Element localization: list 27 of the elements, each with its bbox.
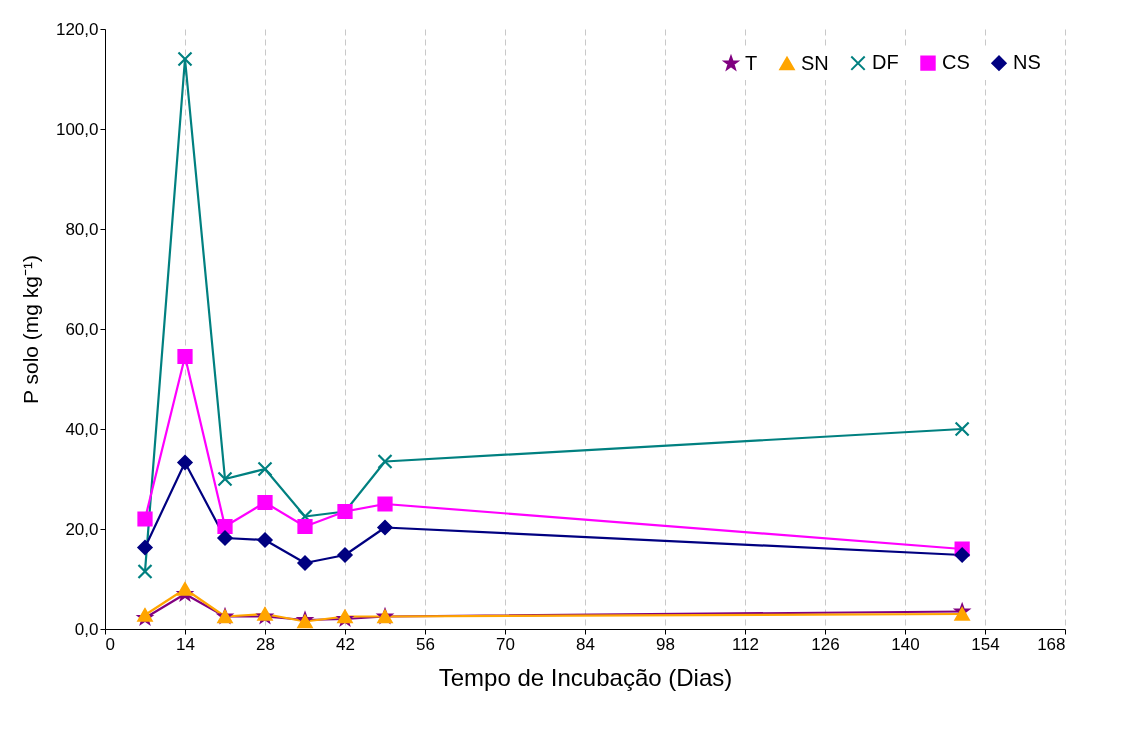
legend-label: CS — [942, 51, 970, 74]
x-tick-label: 140 — [891, 634, 920, 654]
y-tick-label: 0,0 — [74, 619, 99, 639]
x-tick-label: 0 — [105, 634, 115, 654]
x-tick-label: 56 — [416, 634, 435, 654]
x-tick-label: 70 — [496, 634, 515, 654]
x-tick-label: 42 — [336, 634, 355, 654]
x-tick-label: 126 — [811, 634, 840, 654]
y-tick-label: 80,0 — [65, 219, 99, 239]
y-axis-title: P solo (mg kg⁻¹) — [18, 255, 42, 404]
x-tick-label: 168 — [1037, 634, 1066, 654]
x-tick-label: 154 — [971, 634, 1000, 654]
y-tick-label: 120,0 — [55, 19, 99, 39]
x-axis-title: Tempo de Incubação (Dias) — [438, 663, 733, 691]
y-tick-label: 100,0 — [55, 119, 99, 139]
x-tick-label: 28 — [256, 634, 275, 654]
legend-label: DF — [872, 51, 899, 74]
y-tick-label: 40,0 — [65, 419, 99, 439]
x-tick-label: 84 — [576, 634, 595, 654]
x-tick-label: 98 — [656, 634, 675, 654]
legend-label: T — [745, 51, 758, 74]
y-tick-label: 20,0 — [65, 519, 99, 539]
x-tick-label: 14 — [176, 634, 195, 654]
legend-label: SN — [801, 51, 829, 74]
y-tick-label: 60,0 — [65, 319, 99, 339]
x-tick-label: 112 — [731, 634, 760, 654]
legend-label: NS — [1013, 51, 1041, 74]
